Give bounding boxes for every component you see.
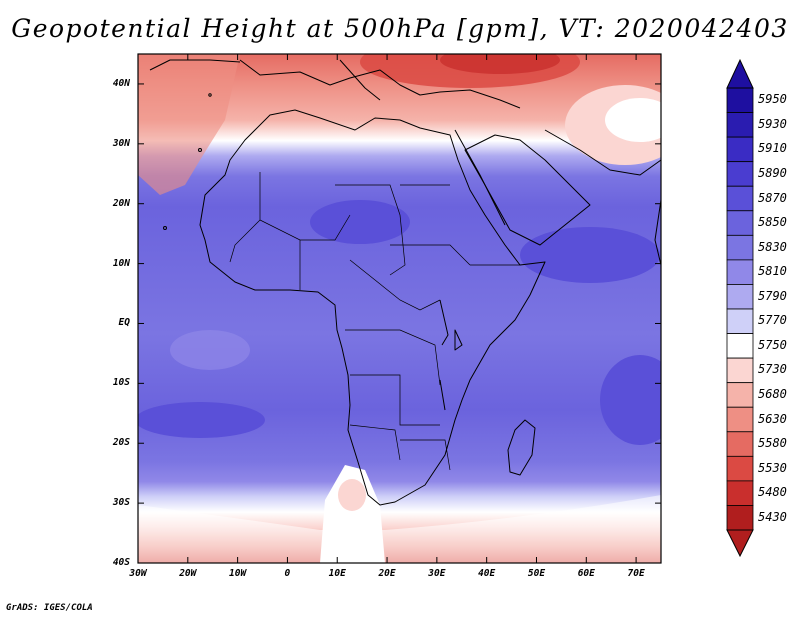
height-field [138, 54, 661, 563]
colorbar-label: 5630 [758, 411, 787, 426]
colorbar-bottom-arrow [726, 529, 754, 558]
colorbar-label: 5430 [758, 509, 787, 524]
lat-label: EQ [118, 317, 130, 329]
lon-label: 10E [328, 568, 346, 579]
map-frame [137, 53, 662, 564]
lon-label: 70E [627, 568, 645, 579]
lon-label: 60E [577, 568, 595, 579]
colorbar-label: 5580 [758, 436, 787, 451]
colorbar-swatch [726, 406, 754, 433]
colorbar [726, 58, 754, 558]
colorbar-swatch [726, 505, 754, 531]
colorbar-swatch [726, 210, 754, 236]
colorbar-label: 5480 [758, 485, 787, 500]
colorbar-swatch [726, 259, 754, 285]
colorbar-label: 5680 [758, 386, 787, 401]
colorbar-top-arrow [726, 58, 754, 89]
country-borders [229, 172, 520, 471]
lon-label: 20W [179, 568, 197, 579]
colorbar-swatch [726, 161, 754, 187]
lat-label: 10S [112, 377, 130, 389]
colorbar-swatch [726, 357, 754, 384]
colorbar-label: 5950 [758, 92, 787, 107]
lon-label: 30E [428, 568, 446, 579]
lat-label: 10N [112, 257, 130, 269]
colorbar-swatch [726, 87, 754, 113]
lat-label: 40N [112, 77, 130, 89]
colorbar-label: 5890 [758, 165, 787, 180]
colorbar-label: 5790 [758, 288, 787, 303]
colorbar-label: 5910 [758, 141, 787, 156]
colorbar-swatch [726, 308, 754, 334]
colorbar-swatch [726, 455, 754, 482]
lat-label: 20N [112, 197, 130, 209]
colorbar-swatch [726, 185, 754, 212]
colorbar-swatch [726, 234, 754, 261]
lon-label: 20E [378, 568, 396, 579]
lon-label: 30W [129, 568, 147, 579]
lat-label: 30S [112, 497, 130, 509]
colorbar-swatch [726, 284, 754, 310]
colorbar-label: 5530 [758, 460, 787, 475]
lon-label: 40E [478, 568, 496, 579]
lat-label: 20S [112, 437, 130, 449]
colorbar-swatch [726, 431, 754, 457]
colorbar-label: 5730 [758, 362, 787, 377]
colorbar-label: 5810 [758, 264, 787, 279]
lat-label: 30N [112, 137, 130, 149]
grads-credit: GrADS: IGES/COLA [6, 603, 93, 613]
colorbar-label: 5750 [758, 337, 787, 352]
lon-label: 10W [229, 568, 247, 579]
colorbar-label: 5870 [758, 190, 787, 205]
colorbar-label: 5770 [758, 313, 787, 328]
colorbar-swatch [726, 382, 754, 408]
map-title: Geopotential Height at 500hPa [gpm], VT:… [11, 14, 789, 43]
colorbar-label: 5930 [758, 116, 787, 131]
coastlines [149, 59, 661, 506]
lon-label: 50E [527, 568, 546, 579]
lat-label: 40S [112, 557, 130, 568]
colorbar-swatch [726, 333, 754, 359]
colorbar-swatch [726, 136, 754, 163]
colorbar-swatch [726, 112, 754, 138]
colorbar-label: 5830 [758, 239, 787, 254]
lon-label: 0 [284, 568, 291, 579]
colorbar-label: 5850 [758, 215, 787, 230]
colorbar-swatch [726, 480, 754, 506]
